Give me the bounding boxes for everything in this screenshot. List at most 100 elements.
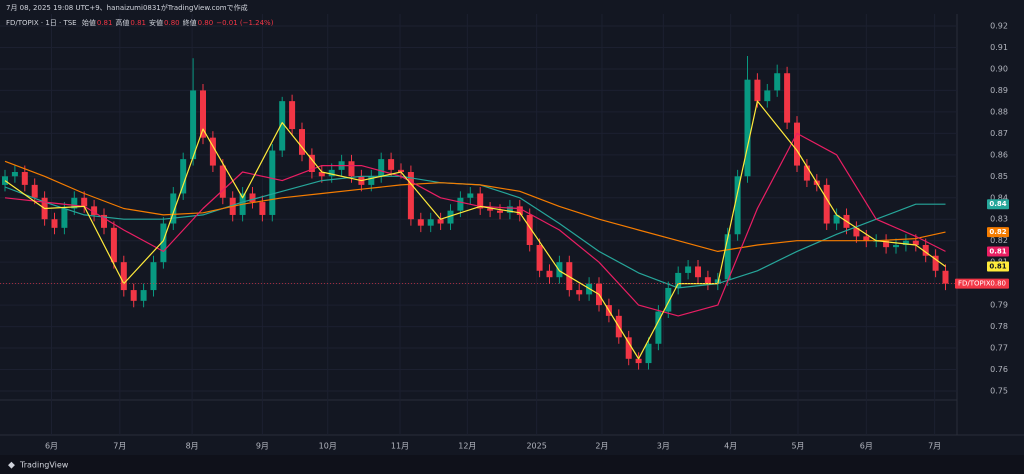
y-tick-label: 0.91	[990, 43, 1008, 52]
candle-body	[754, 79, 761, 102]
candle-body	[704, 277, 711, 284]
candle-body	[576, 290, 583, 295]
candle-body	[497, 210, 503, 213]
candle-body	[803, 165, 810, 181]
candle-body	[209, 137, 216, 166]
candle-body	[71, 197, 78, 209]
y-tick-label: 0.90	[990, 64, 1008, 73]
price-badge-label: 0.82	[989, 228, 1006, 236]
candle-body	[635, 358, 642, 364]
y-tick-label: 0.79	[990, 301, 1008, 310]
candle-body	[675, 272, 682, 288]
candle-body	[734, 176, 741, 235]
y-tick-label: 0.77	[990, 344, 1008, 353]
last-price-symbol: FD/TOPIX	[958, 280, 991, 288]
y-tick-label: 0.92	[990, 22, 1008, 31]
candle-body	[120, 262, 127, 291]
ohlc-value: 0.80	[197, 19, 214, 27]
candle-body	[922, 245, 929, 256]
candle-body	[526, 214, 533, 245]
candle-body	[467, 193, 474, 198]
candle-body	[318, 172, 325, 177]
x-tick-label: 12月	[458, 442, 476, 451]
candle-body	[625, 337, 632, 359]
title: FD/TOPIX · 1日 · TSE	[6, 19, 77, 27]
candle-body	[853, 227, 860, 237]
y-tick-label: 0.82	[990, 236, 1008, 245]
price-badge-label: 0.84	[989, 200, 1006, 208]
candle-body	[902, 240, 909, 245]
y-tick-label: 0.86	[990, 150, 1008, 159]
y-tick-label: 0.83	[990, 215, 1008, 224]
moving-average	[4, 100, 946, 360]
price-badge	[987, 261, 1009, 272]
candle-body	[110, 227, 117, 263]
x-tick-label: 7月	[928, 442, 941, 451]
candle-body	[31, 184, 38, 198]
change: −0.01 (−1.24%)	[216, 19, 274, 27]
candle-body	[81, 197, 88, 207]
candle-body	[427, 219, 434, 226]
candle-body	[437, 219, 444, 224]
x-tick-label: 4月	[724, 442, 737, 451]
candle-body	[388, 159, 395, 170]
price-badge	[987, 199, 1009, 210]
candle-body	[417, 219, 424, 226]
candle-body	[2, 176, 8, 185]
price-badge	[987, 227, 1009, 238]
price-badge-label: 0.81	[989, 262, 1006, 270]
candle-body	[180, 159, 187, 194]
candle-body	[150, 262, 157, 291]
x-tick-label: 8月	[186, 442, 199, 451]
candle-body	[249, 193, 256, 203]
x-tick-label: 2月	[595, 442, 608, 451]
candle-body	[130, 290, 137, 301]
candle-body	[308, 154, 315, 172]
x-tick-label: 9月	[256, 442, 269, 451]
candle-body	[21, 172, 28, 185]
ohlc-value: 0.80	[164, 19, 180, 27]
candle-body	[883, 240, 890, 248]
candle-body	[328, 169, 335, 177]
x-tick-label: 5月	[791, 442, 804, 451]
candle-body	[655, 311, 662, 344]
ohlc-value: 0.81	[130, 19, 147, 27]
candle-body	[61, 208, 68, 228]
x-tick-label: 6月	[45, 442, 58, 451]
candle-body	[942, 270, 949, 284]
candle-body	[833, 214, 840, 224]
candle-body	[863, 236, 870, 241]
candle-body	[784, 73, 791, 123]
last-price-badge	[955, 278, 1009, 289]
candle-body	[101, 214, 107, 228]
candle-body	[477, 193, 484, 209]
candle-body	[645, 343, 652, 364]
candle-body	[893, 245, 899, 248]
candle-body	[823, 184, 830, 224]
candle-body	[11, 172, 18, 177]
caption: 7月 08, 2025 19:08 UTC+9、hanaizumi0831がTr…	[6, 4, 248, 12]
candle-body	[912, 240, 919, 245]
candle-body	[368, 176, 375, 185]
candle-body	[289, 101, 296, 130]
candle-body	[190, 90, 197, 160]
candle-body	[447, 210, 454, 224]
candle-body	[170, 193, 177, 224]
candle-body	[259, 202, 266, 215]
candle-body	[536, 245, 543, 271]
last-price-value: 0.80	[990, 280, 1006, 288]
candle-body	[665, 287, 672, 312]
candle-body	[506, 206, 513, 213]
ohlc-label: 安値	[149, 19, 164, 27]
candle-body	[932, 255, 939, 271]
x-tick-label: 6月	[860, 442, 873, 451]
y-tick-label: 0.87	[990, 129, 1008, 138]
ohlc-label: 始値	[81, 19, 96, 27]
y-tick-label: 0.75	[990, 387, 1008, 396]
candle-body	[764, 90, 771, 102]
candle-body	[219, 165, 226, 198]
candle-body	[556, 262, 563, 278]
x-tick-label: 10月	[319, 442, 337, 451]
candle-body	[724, 234, 731, 280]
